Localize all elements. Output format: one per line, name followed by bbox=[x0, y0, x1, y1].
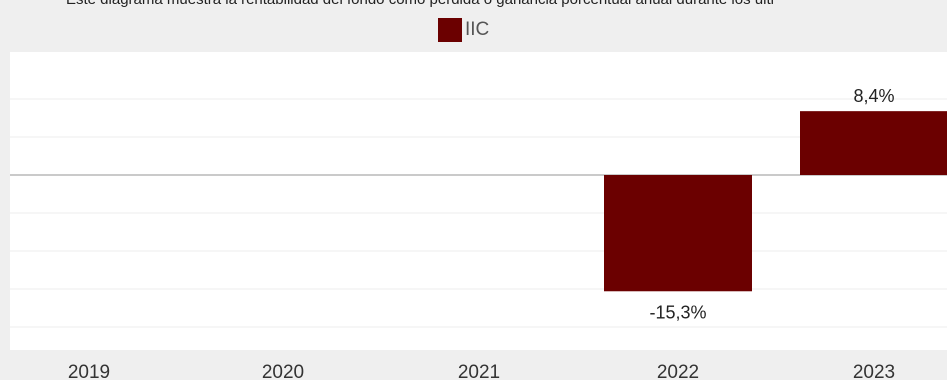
data-label: -15,3% bbox=[649, 302, 706, 322]
x-tick-label: 2020 bbox=[262, 362, 304, 380]
data-label: 8,4% bbox=[853, 86, 894, 106]
x-tick-label: 2019 bbox=[68, 362, 110, 380]
bar bbox=[800, 111, 947, 175]
legend: IIC bbox=[438, 18, 489, 42]
legend-swatch bbox=[438, 18, 462, 42]
plot-area bbox=[10, 52, 947, 350]
x-tick-label: 2023 bbox=[853, 362, 895, 380]
x-tick-label: 2021 bbox=[458, 362, 500, 380]
legend-label: IIC bbox=[465, 19, 490, 40]
chart-caption: Este diagrama muestra la rentabilidad de… bbox=[66, 0, 774, 8]
bar bbox=[604, 175, 752, 292]
x-tick-label: 2022 bbox=[657, 362, 699, 380]
